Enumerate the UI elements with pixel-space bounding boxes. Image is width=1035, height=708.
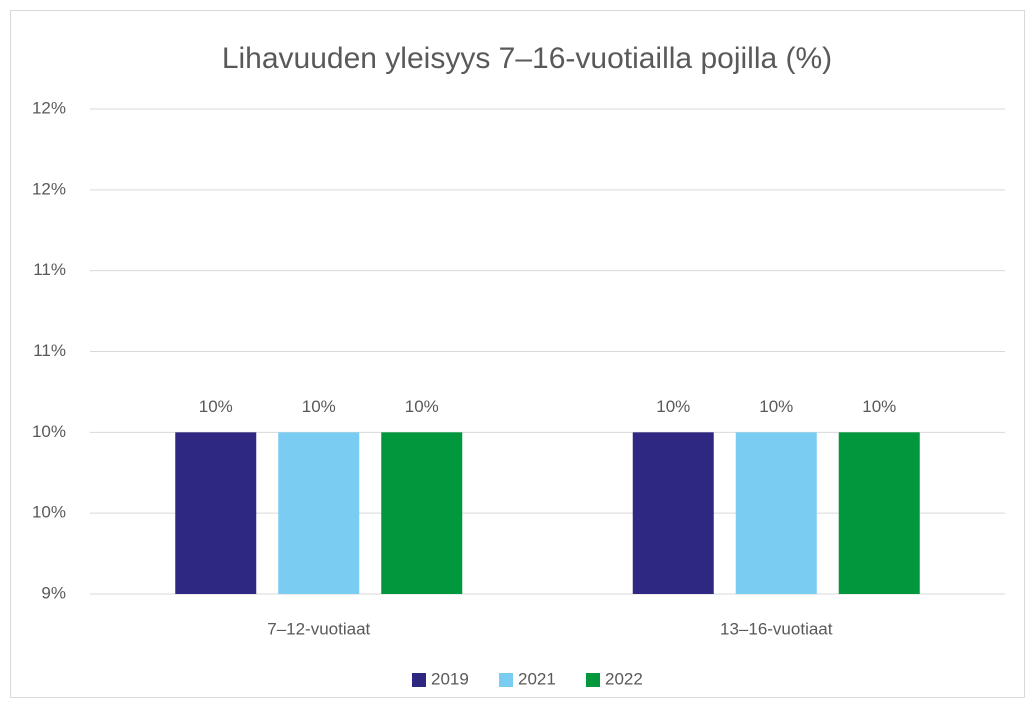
y-tick-label: 12% xyxy=(32,98,66,117)
x-tick-label: 7–12-vuotiaat xyxy=(267,619,370,638)
legend-swatch xyxy=(586,673,600,687)
legend-label: 2021 xyxy=(518,669,556,688)
bar xyxy=(632,432,714,594)
value-label: 10% xyxy=(405,397,439,416)
bar xyxy=(175,432,257,594)
value-label: 10% xyxy=(199,397,233,416)
legend-label: 2022 xyxy=(605,669,643,688)
value-label: 10% xyxy=(656,397,690,416)
y-tick-label: 11% xyxy=(33,341,66,360)
legend-swatch xyxy=(499,673,513,687)
y-tick-label: 10% xyxy=(32,503,66,522)
bar xyxy=(381,432,463,594)
y-tick-label: 10% xyxy=(32,422,66,441)
value-label: 10% xyxy=(302,397,336,416)
y-tick-label: 11% xyxy=(33,260,66,279)
x-tick-label: 13–16-vuotiaat xyxy=(720,619,833,638)
chart-title: Lihavuuden yleisyys 7–16-vuotiailla poji… xyxy=(222,42,832,75)
value-label: 10% xyxy=(862,397,896,416)
legend-label: 2019 xyxy=(431,669,469,688)
y-tick-label: 9% xyxy=(41,583,66,602)
value-label: 10% xyxy=(759,397,793,416)
bar xyxy=(278,432,360,594)
bar xyxy=(735,432,817,594)
y-tick-label: 12% xyxy=(32,179,66,198)
bar xyxy=(838,432,920,594)
legend-swatch xyxy=(412,673,426,687)
